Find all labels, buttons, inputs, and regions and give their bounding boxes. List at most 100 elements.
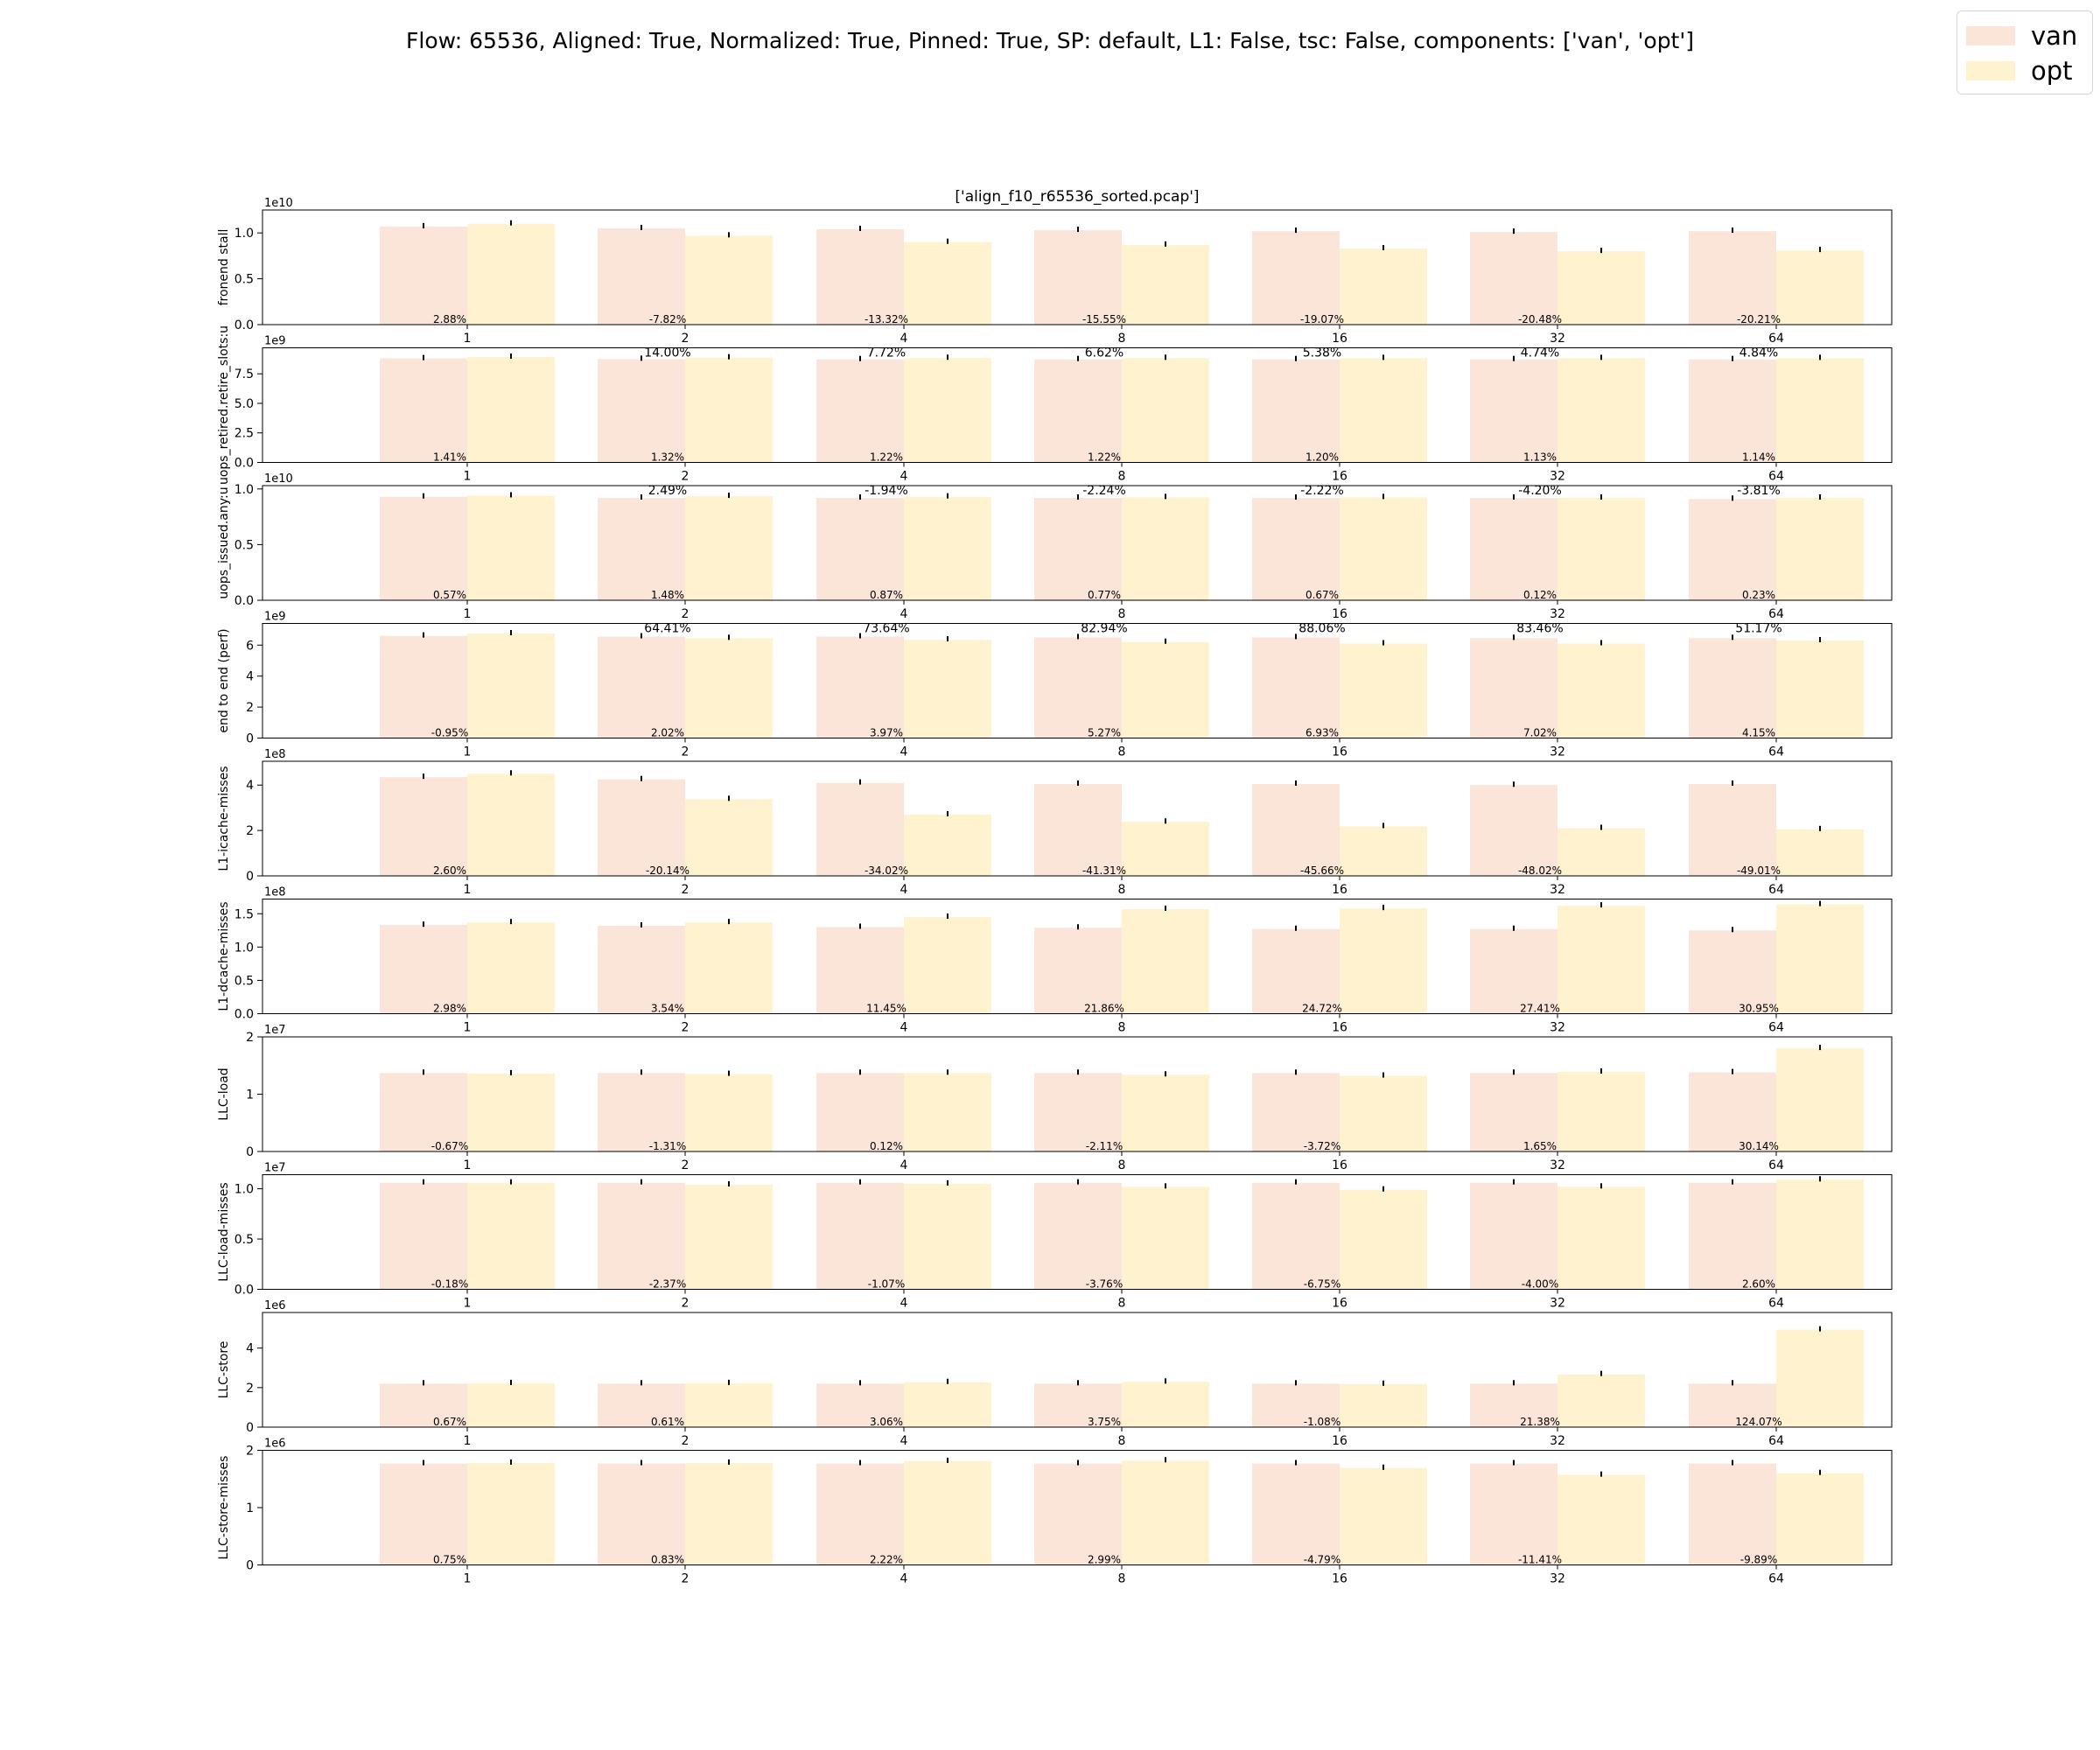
bar-van-8: [1034, 497, 1122, 600]
y-tick-label: 0.0: [234, 1284, 254, 1298]
bar-van-2: [598, 497, 685, 600]
bar-van-2: [598, 1383, 685, 1427]
bar-van-1: [380, 925, 467, 1014]
data-label-low: 0.87%: [870, 589, 903, 601]
x-tick-label: 64: [1768, 470, 1784, 484]
bar-opt-32: [1558, 251, 1645, 325]
bar-opt-64: [1776, 1048, 1864, 1152]
y-tick-label: 1.5: [234, 907, 254, 921]
x-tick-label: 2: [682, 1021, 690, 1035]
data-label-low: -0.95%: [431, 727, 468, 739]
bar-van-32: [1470, 497, 1558, 600]
y-offset-label: 1e8: [264, 886, 286, 900]
bar-van-16: [1252, 231, 1340, 325]
x-tick-label: 1: [464, 746, 472, 760]
bar-opt-32: [1558, 906, 1645, 1014]
x-tick-label: 8: [1118, 1572, 1126, 1586]
data-label-low: 0.23%: [1742, 589, 1775, 601]
x-tick-label: 16: [1332, 470, 1348, 484]
bar-van-1: [380, 1383, 467, 1427]
bar-opt-32: [1558, 358, 1645, 463]
data-label-high: 82.94%: [1081, 622, 1127, 636]
bar-van-16: [1252, 1182, 1340, 1290]
x-tick-label: 64: [1768, 607, 1784, 621]
bar-opt-32: [1558, 1374, 1645, 1427]
y-tick-label: 2: [246, 1382, 254, 1396]
data-label-low: 2.22%: [870, 1554, 903, 1566]
data-label-high: 88.06%: [1298, 622, 1345, 636]
data-label-low: 5.27%: [1088, 727, 1121, 739]
x-tick-label: 64: [1768, 1297, 1784, 1311]
data-label-low: 21.86%: [1084, 1003, 1124, 1015]
bar-opt-64: [1776, 1473, 1864, 1565]
data-label-low: 24.72%: [1302, 1003, 1342, 1015]
data-label-low: -2.37%: [649, 1278, 686, 1291]
y-tick-label: 4: [246, 779, 254, 793]
bar-opt-2: [685, 357, 773, 463]
data-label-low: 2.02%: [651, 727, 684, 739]
data-label-low: 1.65%: [1523, 1140, 1557, 1152]
bar-opt-16: [1340, 248, 1427, 325]
data-label-low: -19.07%: [1300, 313, 1344, 326]
bar-van-64: [1689, 783, 1776, 876]
data-label-low: 30.14%: [1739, 1140, 1779, 1152]
data-label-low: 21.38%: [1520, 1416, 1560, 1428]
bar-van-32: [1470, 785, 1558, 876]
x-tick-label: 16: [1332, 746, 1348, 760]
bar-van-1: [380, 777, 467, 876]
x-tick-label: 8: [1118, 1434, 1126, 1448]
bar-opt-64: [1776, 1180, 1864, 1290]
y-axis-label: uops_issued.any:u: [217, 486, 231, 598]
bar-van-1: [380, 1463, 467, 1565]
panel-l1-icache-misses: 0 2 4 1e8 L1-icache-misses 1 2 4 8 16 32 64 2.60% -20…: [217, 748, 1893, 897]
bar-van-64: [1689, 499, 1776, 600]
bar-opt-8: [1122, 244, 1209, 325]
x-tick-label: 8: [1118, 470, 1126, 484]
bar-van-8: [1034, 1073, 1122, 1152]
bar-van-64: [1689, 231, 1776, 325]
bar-van-64: [1689, 359, 1776, 463]
data-label-low: 3.54%: [651, 1003, 684, 1015]
data-label-low: 0.77%: [1088, 589, 1121, 601]
data-label-high: 5.38%: [1303, 346, 1341, 360]
bar-van-8: [1034, 1463, 1122, 1565]
x-tick-label: 4: [900, 1434, 908, 1448]
bar-van-8: [1034, 1383, 1122, 1427]
data-label-low: 1.20%: [1306, 452, 1339, 464]
data-label-low: 1.14%: [1742, 452, 1775, 464]
axes-frame: [262, 1174, 1893, 1290]
data-label-high: 4.74%: [1521, 346, 1559, 360]
x-tick-label: 64: [1768, 332, 1784, 346]
bar-van-16: [1252, 1383, 1340, 1427]
data-label-low: 2.88%: [433, 313, 466, 326]
data-label-low: 1.13%: [1523, 452, 1557, 464]
bar-opt-16: [1340, 908, 1427, 1014]
bar-van-8: [1034, 783, 1122, 876]
x-tick-label: 4: [900, 1572, 908, 1586]
data-label-low: -4.79%: [1304, 1554, 1340, 1566]
x-tick-label: 32: [1550, 470, 1565, 484]
bar-van-1: [380, 1073, 467, 1152]
y-tick-label: 1.0: [234, 941, 254, 955]
legend-swatch-van: [1966, 26, 2015, 46]
data-label-low: 1.48%: [651, 589, 684, 601]
bar-van-64: [1689, 930, 1776, 1014]
y-tick-label: 0.5: [234, 538, 254, 552]
x-tick-label: 1: [464, 607, 472, 621]
bar-opt-1: [467, 357, 555, 463]
data-label-low: 124.07%: [1735, 1416, 1782, 1428]
data-label-low: -11.41%: [1518, 1554, 1562, 1566]
data-label-low: -41.31%: [1082, 864, 1126, 877]
bar-van-16: [1252, 928, 1340, 1014]
bar-van-4: [816, 229, 904, 325]
bar-opt-32: [1558, 643, 1645, 738]
bar-van-4: [816, 1463, 904, 1565]
bar-opt-32: [1558, 828, 1645, 876]
figure-suptitle: Flow: 65536, Aligned: True, Normalized: …: [406, 28, 1694, 53]
data-label-high: 73.64%: [863, 622, 909, 636]
bar-van-32: [1470, 1383, 1558, 1427]
x-tick-label: 64: [1768, 883, 1784, 897]
data-label-low: 0.12%: [870, 1140, 903, 1152]
x-tick-label: 1: [464, 883, 472, 897]
bar-van-32: [1470, 928, 1558, 1014]
